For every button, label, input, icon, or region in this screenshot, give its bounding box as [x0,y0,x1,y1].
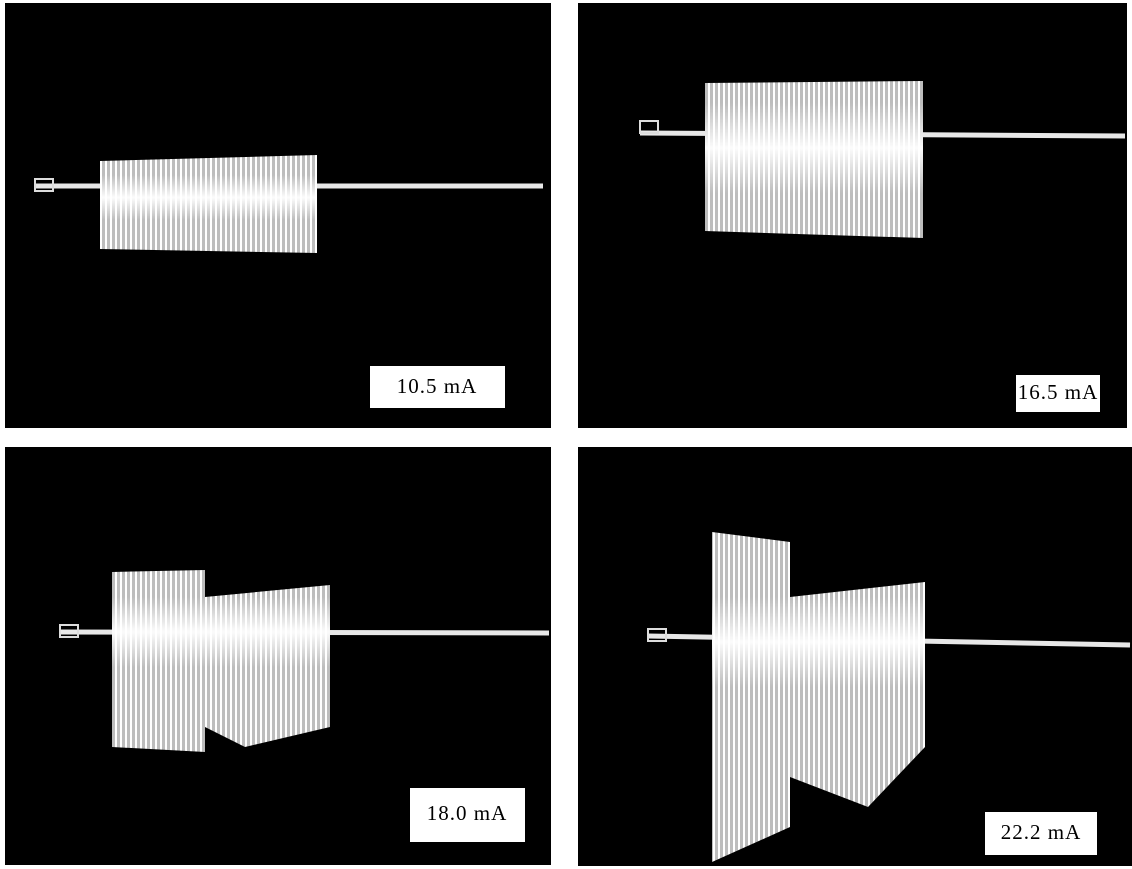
burst-core [112,597,330,667]
label-box [985,812,1097,855]
scope-panel: 18.0 mA [5,447,551,865]
burst-core [705,103,923,193]
scope-panel: 16.5 mA [578,3,1127,428]
burst [712,532,925,862]
current-label: 18.0 mA [427,801,508,825]
channel-marker [34,178,54,192]
channel-marker [647,628,667,642]
scope-panel: 10.5 mA [5,3,551,428]
channel-marker [59,624,79,638]
channel-marker [639,120,659,134]
burst-core [100,175,317,220]
current-label: 22.2 mA [1001,820,1082,844]
current-label: 10.5 mA [397,374,478,398]
scope-panel: 22.2 mA [578,447,1132,866]
label-box [1016,375,1100,412]
label-box [370,366,505,408]
label-box [410,788,525,842]
current-label: 16.5 mA [1018,380,1099,404]
burst-core [712,597,925,687]
